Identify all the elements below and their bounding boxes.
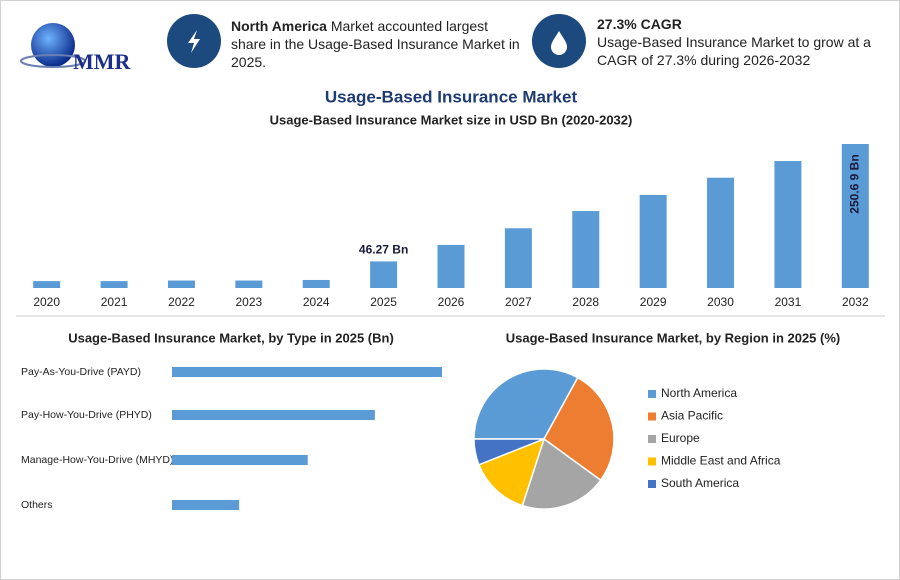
- info-text: Market accounted largest share in the Us…: [231, 18, 520, 70]
- bar: [302, 279, 330, 288]
- logo-text: MMR: [73, 49, 132, 74]
- bar: [841, 144, 869, 288]
- pie-slice: [473, 438, 545, 466]
- x-tick-label: 2022: [168, 295, 195, 309]
- bar: [437, 244, 465, 288]
- category-label: Others: [21, 499, 53, 511]
- pie-slice: [543, 376, 615, 482]
- x-tick-label: 2029: [640, 295, 667, 309]
- category-label: Pay-As-You-Drive (PAYD): [21, 366, 141, 378]
- x-tick-label: 2020: [33, 295, 60, 309]
- legend-swatch: [648, 390, 656, 398]
- logo-globe: [31, 23, 75, 67]
- x-tick-label: 2021: [101, 295, 128, 309]
- category-label: Manage-How-You-Drive (MHYD): [21, 454, 174, 466]
- bar: [172, 500, 240, 510]
- chart-title: Usage-Based Insurance Market, by Region …: [506, 330, 841, 345]
- chart-subtitle: Usage-Based Insurance Market size in USD…: [270, 112, 633, 127]
- bar: [172, 367, 442, 377]
- x-tick-label: 2032: [842, 295, 869, 309]
- legend-swatch: [648, 480, 656, 488]
- chart-title: Usage-Based Insurance Market, by Type in…: [68, 330, 394, 345]
- x-tick-label: 2023: [235, 295, 262, 309]
- bar: [33, 281, 61, 288]
- x-tick-label: 2030: [707, 295, 734, 309]
- x-tick-label: 2024: [303, 295, 330, 309]
- legend-label: Europe: [661, 431, 700, 445]
- bar: [774, 161, 802, 288]
- bar: [172, 455, 308, 465]
- bar: [707, 177, 735, 288]
- bar: [639, 194, 667, 288]
- info-text: Usage-Based Insurance Market to grow at …: [597, 34, 871, 68]
- x-tick-label: 2028: [572, 295, 599, 309]
- info-box: 27.3% CAGR Usage-Based Insurance Market t…: [597, 15, 882, 69]
- category-label: Pay-How-You-Drive (PHYD): [21, 409, 152, 421]
- info-box: North America Market accounted largest s…: [231, 17, 521, 71]
- drop-icon: [551, 31, 567, 55]
- x-tick-label: 2031: [775, 295, 802, 309]
- info-highlight: North America: [231, 18, 327, 34]
- bar: [167, 280, 195, 288]
- legend-swatch: [648, 457, 656, 466]
- bar: [100, 281, 128, 288]
- bar: [572, 211, 600, 288]
- legend-label: Middle East and Africa: [661, 454, 781, 468]
- bar: [504, 228, 532, 288]
- legend-swatch: [648, 435, 656, 443]
- bolt-icon: [188, 30, 200, 53]
- x-tick-label: 2025: [370, 295, 397, 309]
- info-title: 27.3% CAGR: [597, 16, 682, 32]
- x-tick-label: 2026: [438, 295, 465, 309]
- data-label: 250.6 9 Bn: [847, 154, 861, 213]
- legend-label: Asia Pacific: [661, 409, 723, 423]
- legend-label: North America: [661, 386, 737, 400]
- pie-slice: [473, 368, 579, 440]
- pie-slice: [477, 437, 546, 507]
- legend-swatch: [648, 412, 656, 421]
- logo-orbit: [20, 54, 86, 68]
- legend-label: South America: [661, 476, 739, 490]
- bar: [235, 280, 263, 288]
- chart-title: Usage-Based Insurance Market: [325, 87, 578, 106]
- bar: [370, 261, 398, 288]
- pie-slice: [521, 437, 602, 510]
- data-label: 46.27 Bn: [359, 243, 408, 257]
- x-tick-label: 2027: [505, 295, 532, 309]
- bar: [172, 410, 375, 420]
